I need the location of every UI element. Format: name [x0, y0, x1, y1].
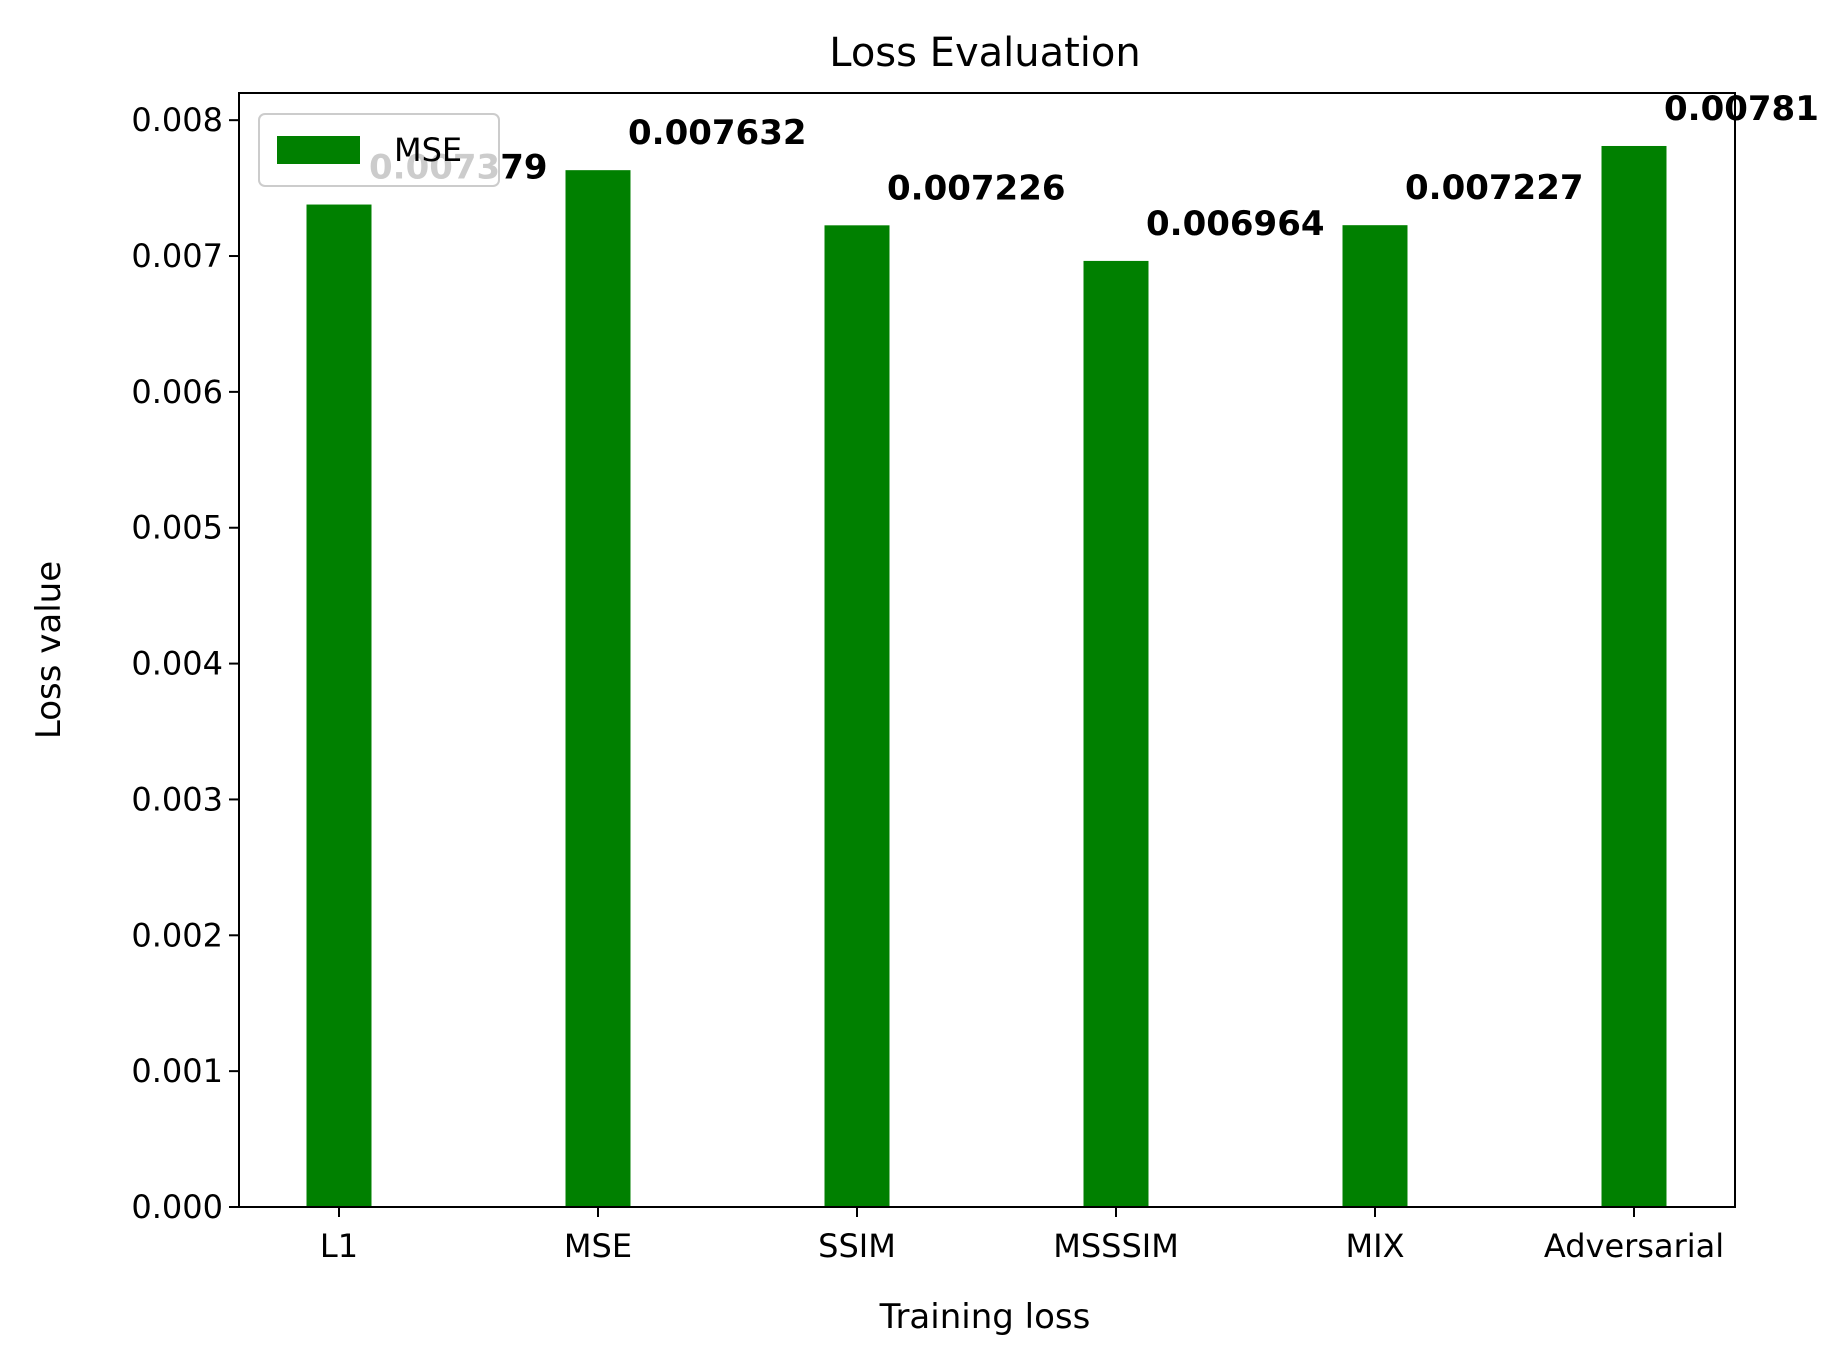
y-tick-label-6: 0.006 [131, 373, 223, 411]
bar-msssim [1083, 260, 1149, 1207]
y-tick-label-5: 0.005 [131, 509, 223, 547]
y-tick-label-3: 0.003 [131, 780, 223, 818]
data-label-mix: 0.007227 [1405, 168, 1584, 208]
x-tick-label-adversarial: Adversarial [1544, 1227, 1724, 1265]
bar-l1 [306, 204, 372, 1207]
x-tick-label-msssim: MSSSIM [1053, 1227, 1179, 1265]
x-axis-label: Training loss [879, 1297, 1091, 1337]
x-tick-label-l1: L1 [320, 1227, 358, 1265]
x-tick-label-ssim: SSIM [818, 1227, 896, 1265]
data-label-mse: 0.007632 [628, 113, 807, 153]
data-label-ssim: 0.007226 [887, 168, 1066, 208]
legend-label: MSE [394, 131, 462, 169]
x-tick-label-mix: MIX [1346, 1227, 1405, 1265]
bar-adversarial [1601, 145, 1667, 1208]
legend: MSE [258, 113, 500, 187]
y-tick-label-4: 0.004 [131, 645, 223, 683]
data-label-adversarial: 0.00781 [1664, 89, 1819, 129]
x-tick-label-mse: MSE [564, 1227, 632, 1265]
plot-area-frame [238, 92, 1736, 1208]
y-axis-label: Loss value [29, 561, 69, 739]
bar-mix [1342, 225, 1408, 1207]
legend-box [258, 113, 500, 187]
chart-title: Loss Evaluation [829, 30, 1141, 76]
bar-mse [565, 170, 631, 1207]
data-label-msssim: 0.006964 [1146, 204, 1325, 244]
y-tick-label-0: 0.000 [131, 1188, 223, 1226]
bar-ssim [824, 225, 890, 1207]
y-tick-label-2: 0.002 [131, 916, 223, 954]
y-tick-label-7: 0.007 [131, 237, 223, 275]
y-tick-label-1: 0.001 [131, 1052, 223, 1090]
legend-swatch [277, 136, 360, 164]
y-tick-label-8: 0.008 [131, 101, 223, 139]
